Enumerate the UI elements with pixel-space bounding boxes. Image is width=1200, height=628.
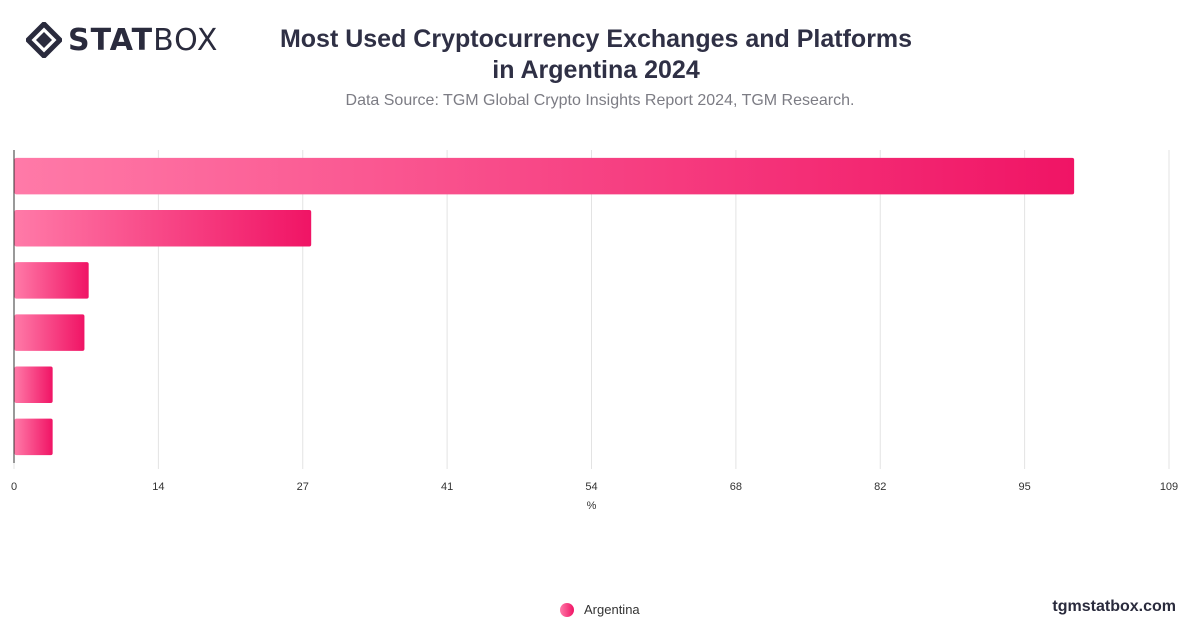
legend-label: Argentina — [584, 602, 640, 617]
legend[interactable]: Argentina — [560, 602, 640, 617]
chart-subtitle: Data Source: TGM Global Crypto Insights … — [345, 92, 855, 109]
logo-text-light: BOX — [153, 22, 219, 58]
statbox-diamond-icon — [26, 22, 62, 58]
x-tick-label: 27 — [297, 481, 309, 493]
x-tick-label: 68 — [730, 481, 742, 493]
x-tick-label: 54 — [585, 481, 597, 493]
x-tick-label: 41 — [441, 481, 453, 493]
x-tick-label: 0 — [11, 481, 17, 493]
x-tick-label: 95 — [1019, 481, 1031, 493]
chart-title-line-1: Most Used Cryptocurrency Exchanges and P… — [279, 25, 913, 53]
chart-title-line-2: in Argentina 2024 — [492, 56, 700, 84]
chart-title: Most Used Cryptocurrency Exchanges and P… — [240, 24, 952, 86]
bars — [14, 157, 1075, 456]
bar-2[interactable] — [14, 209, 312, 247]
bar-6[interactable] — [14, 418, 53, 456]
x-axis-label: % — [587, 500, 597, 512]
x-axis: 0 14 27 41 54 68 82 95 109% — [11, 150, 1178, 512]
site-url[interactable]: tgmstatbox.com — [1052, 598, 1176, 615]
grid-lines — [157, 150, 1170, 463]
bar-3[interactable] — [14, 262, 89, 299]
x-tick-label: 109 — [1160, 481, 1178, 493]
bar-1[interactable] — [14, 157, 1075, 195]
bar-5[interactable] — [14, 366, 53, 404]
x-tick-label: 82 — [874, 481, 886, 493]
logo-text-bold: STAT — [68, 22, 154, 58]
statbox-logo: STAT BOX — [26, 22, 218, 58]
legend-marker — [560, 602, 574, 617]
x-tick-label: 14 — [152, 481, 164, 493]
bar-4[interactable] — [14, 314, 85, 351]
